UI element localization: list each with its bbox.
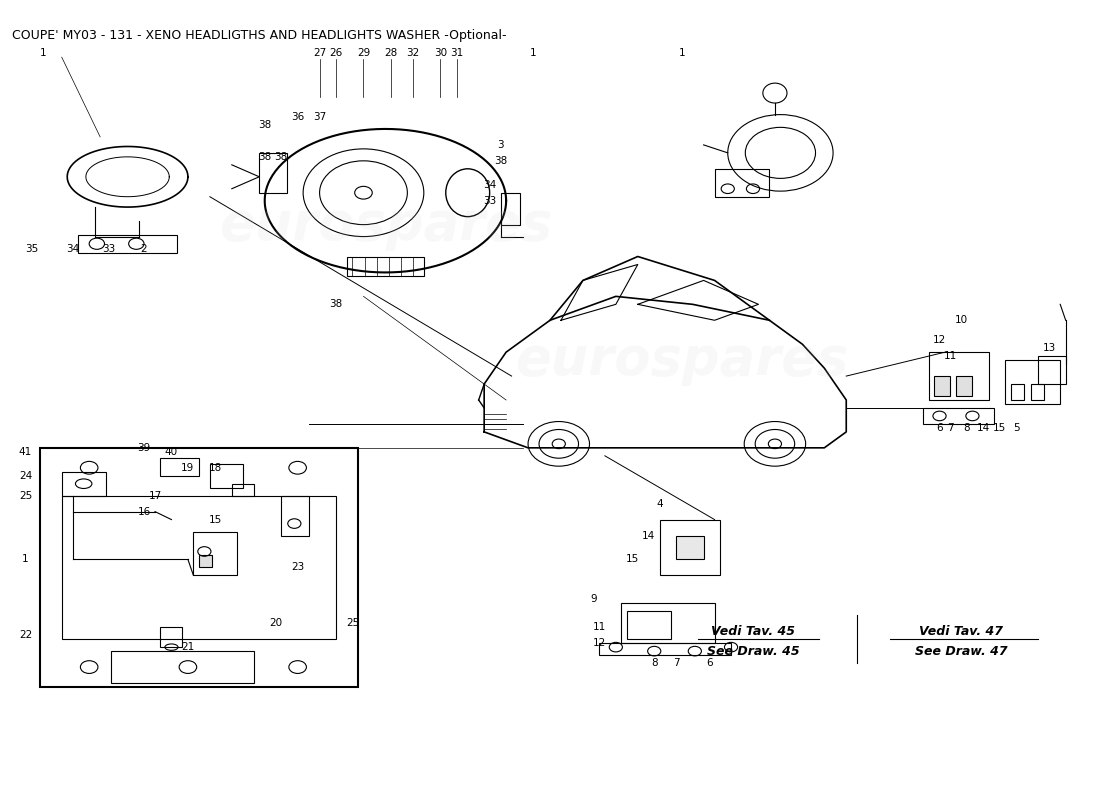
Bar	[621, 603, 715, 643]
Text: 34: 34	[483, 180, 496, 190]
Text: 28: 28	[384, 48, 397, 58]
Text: 13: 13	[1043, 343, 1056, 353]
Text: See Draw. 47: See Draw. 47	[915, 645, 1008, 658]
Text: 3: 3	[497, 140, 504, 150]
Text: 1: 1	[679, 48, 685, 58]
Text: 34: 34	[66, 243, 79, 254]
Text: 1: 1	[530, 48, 537, 58]
Bar	[500, 193, 520, 225]
Text: 15: 15	[209, 514, 222, 525]
Bar	[40, 448, 358, 687]
Bar	[62, 472, 106, 496]
Bar	[161, 627, 183, 647]
Text: 26: 26	[329, 48, 343, 58]
Text: 2: 2	[141, 243, 147, 254]
Text: 16: 16	[138, 506, 151, 517]
Bar	[627, 611, 671, 639]
Text: COUPE' MY03 - 131 - XENO HEADLIGTHS AND HEADLIGHTS WASHER -Optional-: COUPE' MY03 - 131 - XENO HEADLIGTHS AND …	[12, 30, 507, 42]
Text: Vedi Tav. 47: Vedi Tav. 47	[920, 625, 1003, 638]
Bar	[210, 464, 243, 488]
Text: 12: 12	[933, 335, 946, 346]
Bar	[928, 352, 989, 400]
Text: 31: 31	[450, 48, 463, 58]
Bar	[199, 555, 212, 567]
Text: 40: 40	[165, 447, 178, 457]
Bar	[260, 153, 287, 193]
Text: 30: 30	[433, 48, 447, 58]
Text: 19: 19	[182, 462, 195, 473]
Bar	[282, 496, 309, 535]
Bar	[1038, 356, 1066, 384]
Text: 14: 14	[642, 530, 656, 541]
Text: 29: 29	[356, 48, 370, 58]
Bar	[676, 535, 704, 559]
Bar	[161, 458, 199, 476]
Text: 4: 4	[657, 498, 663, 509]
Text: 24: 24	[19, 470, 32, 481]
Text: eurospares: eurospares	[219, 198, 552, 250]
Text: 15: 15	[626, 554, 639, 565]
Bar	[111, 651, 254, 683]
Text: 38: 38	[494, 156, 507, 166]
Text: 1: 1	[22, 554, 29, 565]
Text: 41: 41	[19, 447, 32, 457]
Text: 22: 22	[19, 630, 32, 640]
Bar	[1011, 384, 1024, 400]
Bar	[62, 496, 336, 639]
Text: 7: 7	[673, 658, 680, 668]
Text: 25: 25	[19, 490, 32, 501]
Text: 27: 27	[314, 48, 327, 58]
Bar	[78, 235, 177, 253]
Text: 11: 11	[944, 351, 957, 361]
Text: 23: 23	[292, 562, 305, 573]
Text: 36: 36	[292, 112, 305, 122]
Text: eurospares: eurospares	[515, 334, 848, 386]
Text: See Draw. 45: See Draw. 45	[706, 645, 800, 658]
Text: 38: 38	[258, 152, 272, 162]
Text: 25: 25	[345, 618, 359, 628]
Text: 14: 14	[977, 423, 990, 433]
Text: 39: 39	[138, 443, 151, 453]
Text: 11: 11	[593, 622, 606, 632]
Text: 10: 10	[955, 315, 968, 326]
Text: 21: 21	[182, 642, 195, 652]
Text: 38: 38	[258, 120, 272, 130]
Text: 33: 33	[483, 196, 496, 206]
Bar	[934, 376, 950, 396]
Bar	[600, 643, 732, 655]
Bar	[923, 408, 994, 424]
Text: 33: 33	[102, 243, 116, 254]
Bar	[715, 169, 769, 197]
Text: 5: 5	[1013, 423, 1020, 433]
Bar	[346, 257, 424, 277]
Text: 12: 12	[593, 638, 606, 648]
Text: 17: 17	[148, 490, 162, 501]
Bar	[956, 376, 972, 396]
Bar	[194, 531, 238, 575]
Text: 38: 38	[275, 152, 288, 162]
Text: 8: 8	[964, 423, 970, 433]
Text: 38: 38	[329, 299, 343, 310]
Text: 6: 6	[936, 423, 943, 433]
Text: 9: 9	[591, 594, 597, 604]
Bar	[660, 519, 720, 575]
Text: 1: 1	[40, 48, 46, 58]
Text: 7: 7	[947, 423, 954, 433]
Text: 6: 6	[706, 658, 713, 668]
Text: 32: 32	[406, 48, 419, 58]
Bar	[1031, 384, 1044, 400]
Text: 15: 15	[993, 423, 1007, 433]
Text: 18: 18	[209, 462, 222, 473]
Text: Vedi Tav. 45: Vedi Tav. 45	[711, 625, 795, 638]
Bar	[232, 484, 254, 496]
Text: 37: 37	[314, 112, 327, 122]
Text: 20: 20	[270, 618, 283, 628]
Bar	[1005, 360, 1060, 404]
Text: 35: 35	[25, 243, 39, 254]
Text: 8: 8	[651, 658, 658, 668]
